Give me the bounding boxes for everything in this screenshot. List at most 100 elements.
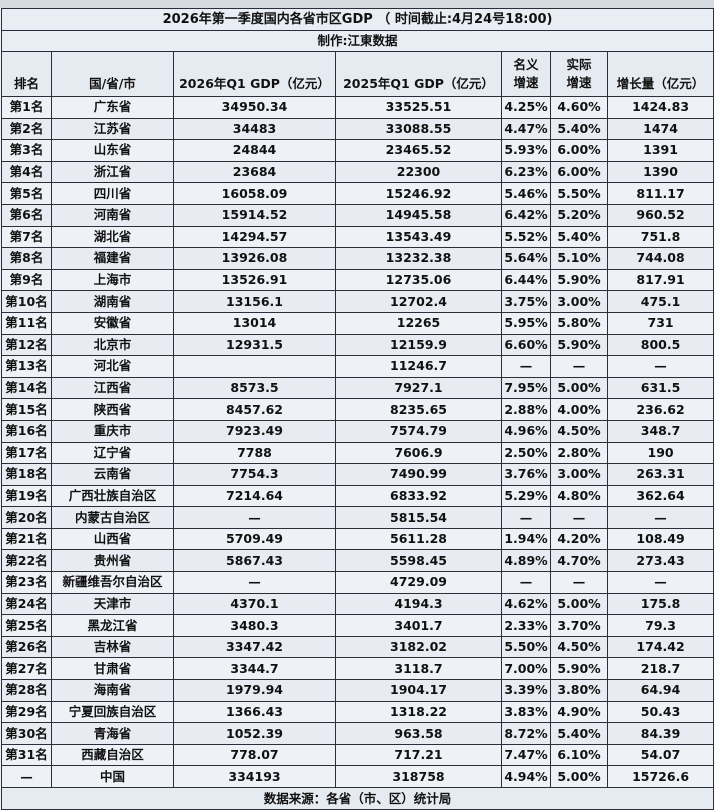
table-row: 第6名 河南省 15914.52 14945.58 6.42% 5.20% 960.52 [1, 203, 714, 227]
gdp-2026-cell: — [173, 571, 336, 594]
gdp-2025-cell: 33088.55 [335, 117, 502, 141]
increase-cell: 817.91 [606, 268, 714, 292]
region-cell: 内蒙古自治区 [51, 506, 174, 529]
gdp-2026-cell: 15914.52 [173, 203, 336, 227]
table-row: 第28名 海南省 1979.94 1904.17 3.39% 3.80% 64.94 [1, 679, 714, 702]
increase-cell: 108.49 [606, 527, 714, 551]
gdp-table: 2026年第一季度国内各省市区GDP （ 时间截止:4月24号18:00) 制作… [0, 8, 714, 810]
rank-cell: 第27名 [1, 657, 52, 681]
nominal-growth-cell: 5.50% [501, 635, 551, 659]
increase-cell: 631.5 [606, 376, 714, 400]
real-growth-cell: 3.00% [550, 463, 608, 486]
gdp-2025-cell: 4194.3 [335, 592, 502, 616]
gdp-2025-cell: 4729.09 [335, 571, 502, 594]
rank-cell: 第8名 [1, 247, 52, 270]
region-cell: 青海省 [51, 722, 174, 745]
table-row: 第15名 陕西省 8457.62 8235.65 2.88% 4.00% 236.62 [1, 398, 714, 421]
gdp-table-sheet: 2026年第一季度国内各省市区GDP （ 时间截止:4月24号18:00) 制作… [0, 8, 714, 810]
header-gdp-2025: 2025年Q1 GDP（亿元） [335, 51, 502, 97]
gdp-2026-cell: 34950.34 [173, 96, 336, 119]
gdp-2026-cell: 3344.7 [173, 657, 336, 681]
header-increase: 增长量（亿元） [606, 51, 714, 97]
increase-cell: — [606, 506, 714, 529]
header-row: 排名 国/省/市 2026年Q1 GDP（亿元） 2025年Q1 GDP（亿元）… [1, 51, 714, 97]
region-cell: 北京市 [51, 333, 174, 357]
gdp-2026-cell: 34483 [173, 117, 336, 141]
source-row: 数据来源：各省（市、区）统计局 [0, 787, 714, 810]
real-growth-cell: 5.80% [550, 311, 608, 335]
gdp-2025-cell: 3182.02 [335, 635, 502, 659]
increase-cell: 79.3 [606, 614, 714, 637]
total-rank: — [1, 765, 52, 788]
header-real-growth: 实际 增速 [550, 51, 608, 97]
region-cell: 安徽省 [51, 311, 174, 335]
table-row: 第2名 江苏省 34483 33088.55 4.47% 5.40% 1474 [1, 117, 714, 141]
rank-cell: 第28名 [1, 679, 52, 702]
real-growth-cell: 3.00% [550, 290, 608, 313]
region-cell: 湖北省 [51, 225, 174, 249]
gdp-2026-cell: 4370.1 [173, 592, 336, 616]
nominal-growth-cell: 3.76% [501, 463, 551, 486]
nominal-growth-cell: 5.93% [501, 139, 551, 162]
gdp-2026-cell: 3347.42 [173, 635, 336, 659]
real-growth-cell: 2.80% [550, 441, 608, 465]
region-cell: 广西壮族自治区 [51, 484, 174, 508]
total-gdp-2026: 334193 [173, 765, 336, 788]
real-growth-cell: 4.60% [550, 96, 608, 119]
gdp-2026-cell [173, 355, 336, 378]
real-growth-cell: 5.50% [550, 182, 608, 205]
increase-cell: 751.8 [606, 225, 714, 249]
increase-cell: 64.94 [606, 679, 714, 702]
increase-cell: 1424.83 [606, 96, 714, 119]
nominal-growth-cell: 5.29% [501, 484, 551, 508]
gdp-2025-cell: 5598.45 [335, 549, 502, 573]
real-growth-cell: 5.90% [550, 268, 608, 292]
region-cell: 辽宁省 [51, 441, 174, 465]
gdp-2025-cell: 7574.79 [335, 419, 502, 443]
region-cell: 海南省 [51, 679, 174, 702]
title-row: 2026年第一季度国内各省市区GDP （ 时间截止:4月24号18:00) [0, 8, 714, 31]
region-cell: 江西省 [51, 376, 174, 400]
gdp-2025-cell: 3401.7 [335, 614, 502, 637]
nominal-growth-cell: 6.60% [501, 333, 551, 357]
real-growth-cell: 5.20% [550, 203, 608, 227]
gdp-2026-cell: 1052.39 [173, 722, 336, 745]
table-row: 第13名 河北省 11246.7— — — [1, 355, 714, 378]
gdp-2025-cell: 22300 [335, 160, 502, 184]
region-cell: 甘肃省 [51, 657, 174, 681]
real-growth-cell: 5.90% [550, 657, 608, 681]
increase-cell: 1390 [606, 160, 714, 184]
gdp-2025-cell: 12735.06 [335, 268, 502, 292]
gdp-2026-cell: 23684 [173, 160, 336, 184]
real-growth-cell: — [550, 571, 608, 594]
nominal-growth-cell: — [501, 506, 551, 529]
increase-cell: 800.5 [606, 333, 714, 357]
nominal-growth-cell: — [501, 571, 551, 594]
table-row: 第7名 湖北省 14294.57 13543.49 5.52% 5.40% 751.8 [1, 225, 714, 249]
region-cell: 陕西省 [51, 398, 174, 421]
table-row: 第14名 江西省 8573.5 7927.1 7.95% 5.00% 631.5 [1, 376, 714, 400]
gdp-2025-cell: 8235.65 [335, 398, 502, 421]
nominal-growth-cell: 1.94% [501, 527, 551, 551]
gdp-2025-cell: 717.21 [335, 743, 502, 767]
rank-cell: 第21名 [1, 527, 52, 551]
header-region: 国/省/市 [51, 51, 174, 97]
region-cell: 新疆维吾尔自治区 [51, 571, 174, 594]
increase-cell: 362.64 [606, 484, 714, 508]
table-row: 第20名 内蒙古自治区 —5815.54— — — [1, 506, 714, 529]
gdp-2025-cell: 1318.22 [335, 700, 502, 724]
gdp-2025-cell: 13232.38 [335, 247, 502, 270]
increase-cell: 84.39 [606, 722, 714, 745]
gdp-2025-cell: 12265 [335, 311, 502, 335]
total-real-growth: 5.00% [550, 765, 608, 788]
real-growth-cell: 6.10% [550, 743, 608, 767]
gdp-2026-cell: 7923.49 [173, 419, 336, 443]
nominal-growth-cell: 3.83% [501, 700, 551, 724]
rank-cell: 第23名 [1, 571, 52, 594]
table-row: 第21名 山西省 5709.49 5611.28 1.94% 4.20% 108.49 [1, 527, 714, 551]
increase-cell: 1474 [606, 117, 714, 141]
region-cell: 福建省 [51, 247, 174, 270]
rank-cell: 第5名 [1, 182, 52, 205]
gdp-2025-cell: 5815.54 [335, 506, 502, 529]
gdp-2026-cell: 1979.94 [173, 679, 336, 702]
